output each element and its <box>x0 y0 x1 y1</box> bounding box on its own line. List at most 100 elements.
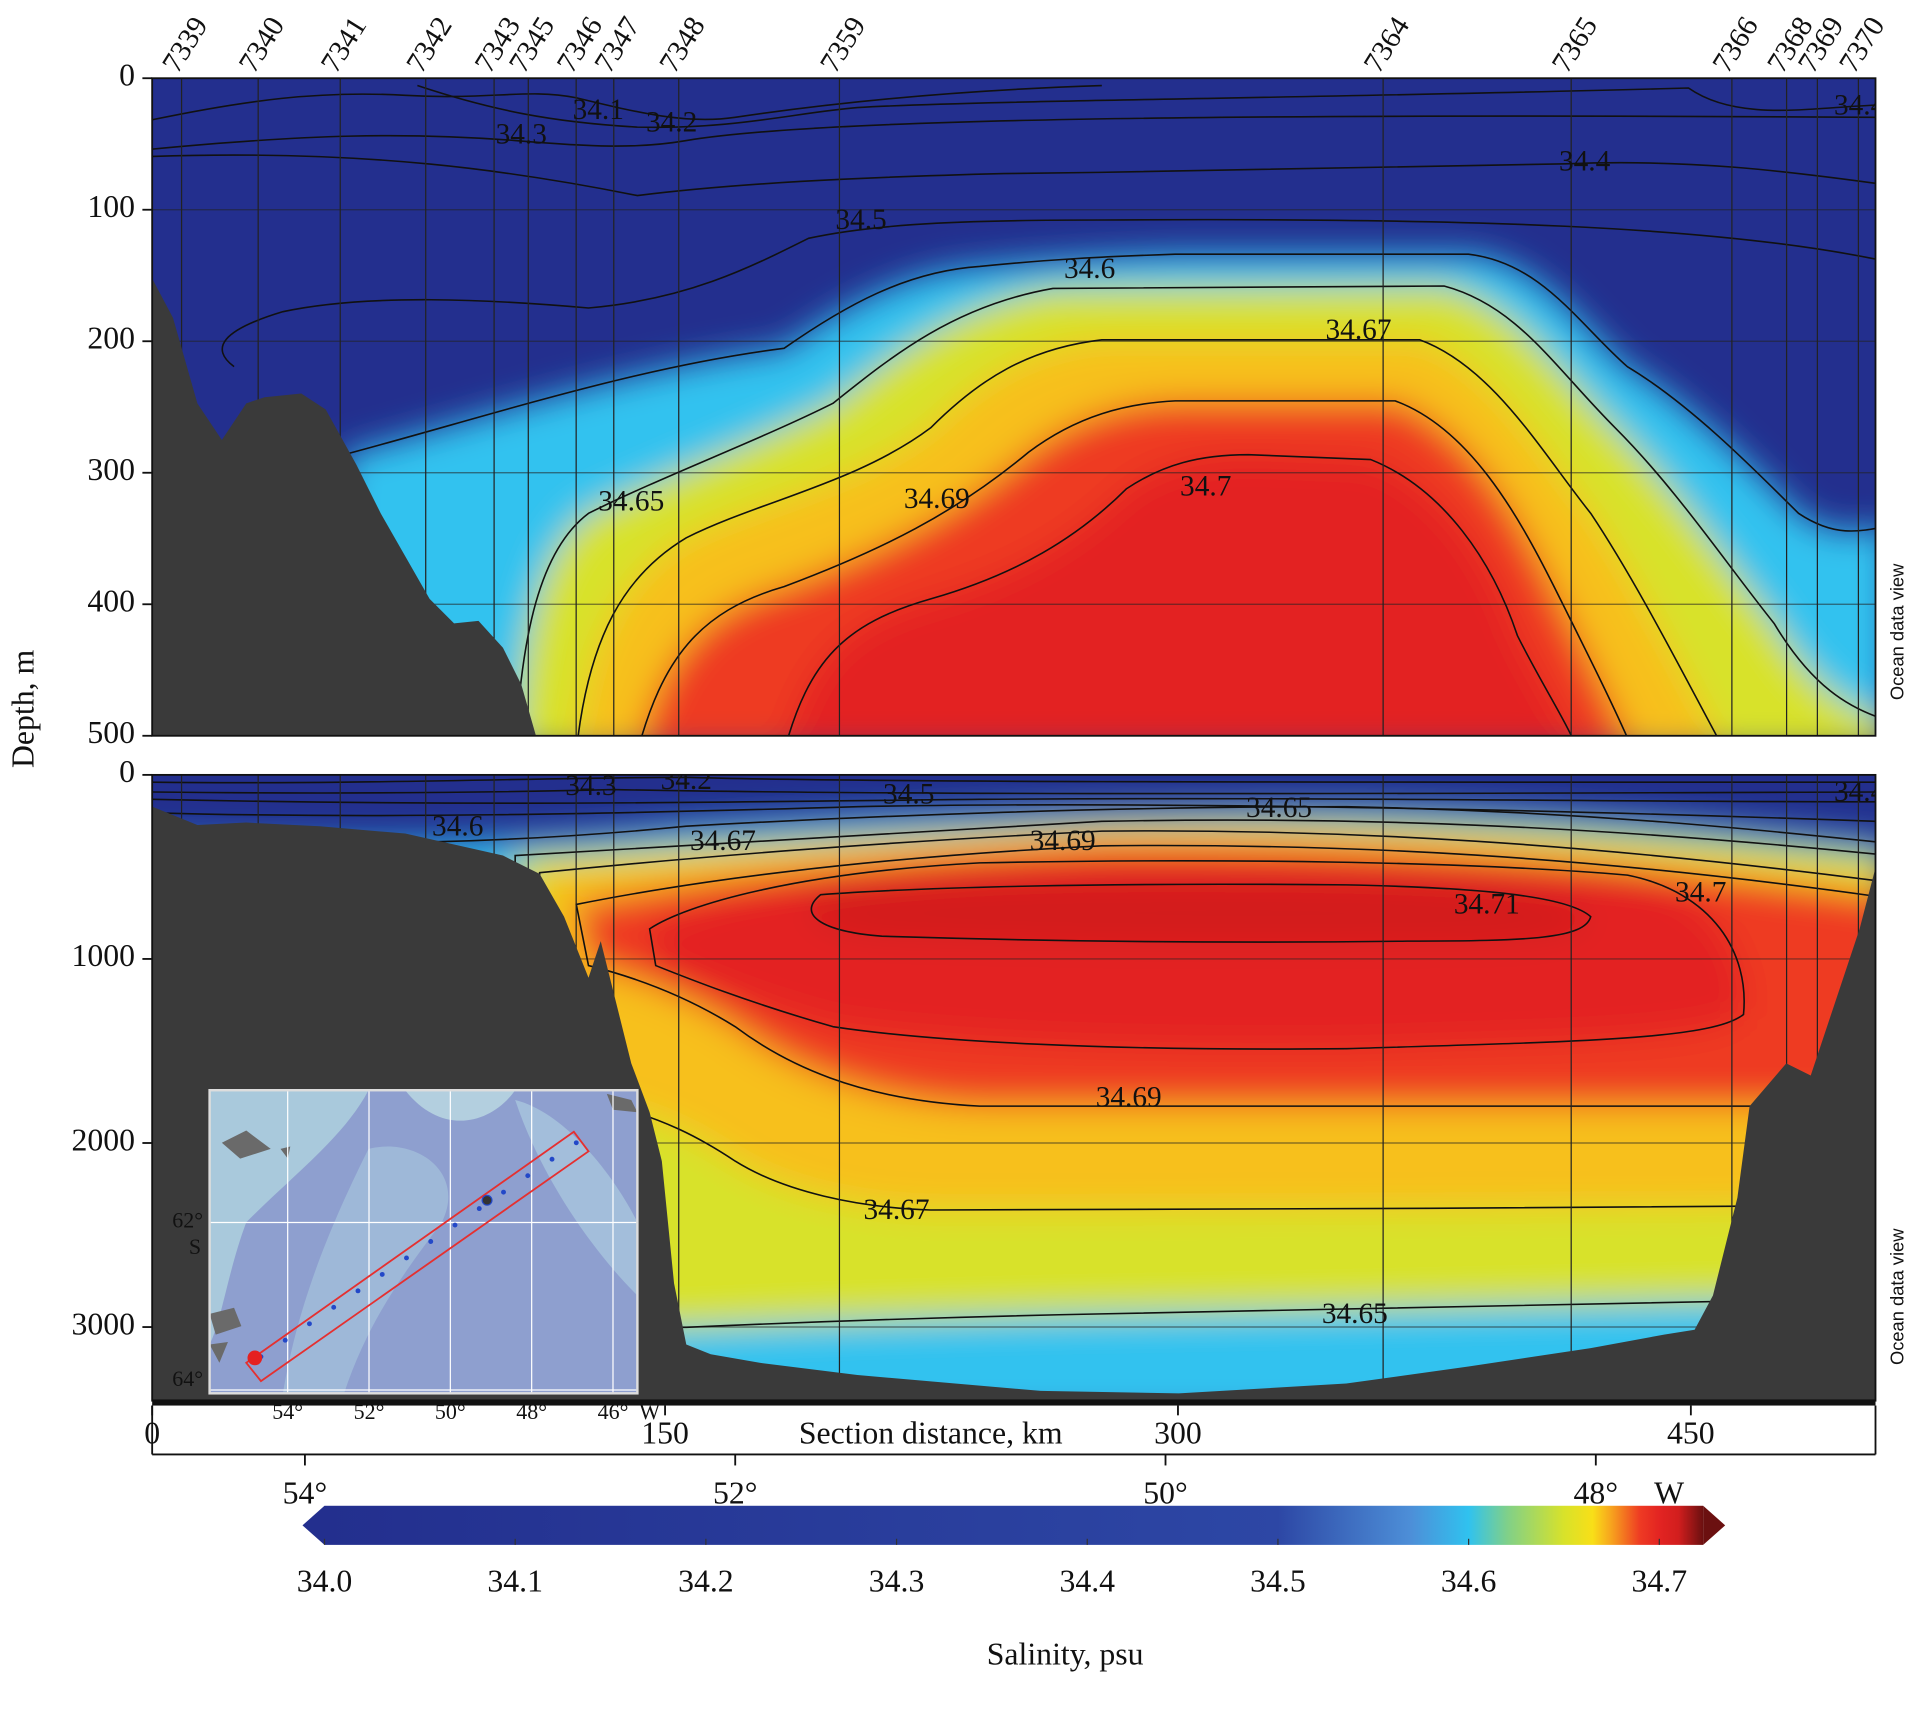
y-tick-label: 100 <box>87 189 135 224</box>
x2-tick-label: 50° <box>1143 1475 1187 1510</box>
contour-label: 34.3 <box>565 770 616 802</box>
contour-label: 34.71 <box>1454 889 1520 921</box>
colorbar-tick-label: 34.2 <box>678 1563 734 1598</box>
watermark: Ocean data view <box>1887 1228 1908 1365</box>
salinity-field <box>332 254 1876 736</box>
y-tick-label: 300 <box>87 452 135 487</box>
salinity-field <box>152 806 1876 1401</box>
salinity-region <box>788 454 1572 736</box>
contour-label: 34.4 <box>1834 89 1886 121</box>
map-station <box>501 1189 506 1195</box>
x2-axis-title: W <box>1654 1475 1684 1510</box>
map-station <box>549 1156 555 1162</box>
map-land <box>209 1342 228 1363</box>
map-station <box>355 1288 361 1294</box>
map-land <box>209 1307 242 1335</box>
colorbar-tick-label: 34.5 <box>1250 1563 1306 1598</box>
contour-label: 34.5 <box>835 204 886 236</box>
contour-label: 34.4 <box>1559 146 1611 178</box>
contour-label: 34.65 <box>598 485 664 517</box>
map-x-tick-label: 50° <box>435 1399 466 1424</box>
y-tick-label: 500 <box>87 715 135 750</box>
y-axis-title: Depth, m <box>6 649 41 768</box>
x2-tick-label: 52° <box>713 1475 757 1510</box>
x-tick-label: 150 <box>641 1415 689 1450</box>
map-station <box>282 1337 288 1343</box>
map-station <box>404 1255 409 1261</box>
map-shading <box>515 1100 638 1296</box>
colorbar-tick-label: 34.3 <box>869 1563 925 1598</box>
contour-line <box>152 115 1876 150</box>
station-label: 7366 <box>1707 11 1765 78</box>
map-station <box>476 1206 482 1212</box>
x-tick-label: 450 <box>1667 1415 1715 1450</box>
map-station <box>331 1304 337 1310</box>
contour-label: 34.69 <box>1096 1082 1162 1114</box>
y-tick-label: 1000 <box>72 938 136 973</box>
axis-bar <box>152 1399 1876 1406</box>
inset-frame <box>208 1089 639 1395</box>
station-label: 7339 <box>156 11 214 78</box>
contour-label: 34.6 <box>1064 253 1115 285</box>
y-tick-label: 0 <box>119 754 135 789</box>
contour-line <box>648 860 1745 1050</box>
contour-label: 34.5 <box>883 779 934 811</box>
contour-label: 34.65 <box>1246 792 1312 824</box>
salinity-region <box>811 884 1591 943</box>
map-x-axis-title: W <box>639 1399 660 1424</box>
contour-line <box>577 338 1718 736</box>
map-station <box>525 1173 531 1179</box>
contour-line <box>152 788 1876 795</box>
contour-label: 34.2 <box>646 106 697 138</box>
map-station <box>307 1321 312 1327</box>
colorbar-title: Salinity, psu <box>987 1637 1144 1672</box>
map-y-tick-label: 62° <box>172 1208 203 1233</box>
map-station <box>379 1271 385 1277</box>
colorbar <box>324 1505 1704 1545</box>
y-tick-label: 200 <box>87 321 135 356</box>
watermark: Ocean data view <box>1887 563 1908 700</box>
colorbar-tick-label: 34.6 <box>1441 1563 1497 1598</box>
contour-line <box>417 84 1876 129</box>
contour-label: 34.4 <box>1834 776 1886 808</box>
station-label: 7370 <box>1833 11 1891 78</box>
x2-tick-label: 54° <box>283 1475 327 1510</box>
station-label: 7340 <box>233 11 291 78</box>
map-station <box>428 1239 434 1244</box>
contour-line <box>152 805 1876 844</box>
colorbar-tick-label: 34.1 <box>487 1563 543 1598</box>
contour-label: 34.7 <box>1675 876 1726 908</box>
contour-label: 34.3 <box>496 119 547 151</box>
contour-label: 34.67 <box>864 1194 930 1226</box>
section-box <box>244 1130 590 1383</box>
section-panel: 34.1 34.2 34.3 34.4 34.5 34.6 34.67 34.65 34.69 3… <box>152 78 1886 736</box>
contour-line <box>152 84 1102 121</box>
colorbar-tick-label: 34.4 <box>1059 1563 1115 1598</box>
map-point <box>481 1194 493 1206</box>
map-x-tick-label: 54° <box>272 1399 303 1424</box>
map-station <box>573 1140 579 1146</box>
station-label: 7348 <box>653 11 711 78</box>
contour-line <box>152 154 1876 197</box>
y-tick-label: 3000 <box>72 1306 136 1341</box>
map-y-tick-label: 64° <box>172 1366 203 1391</box>
map-x-tick-label: 48° <box>516 1399 547 1424</box>
contour-label: 34.67 <box>690 825 756 857</box>
contour-line <box>514 819 1876 1329</box>
colorbar-tick-label: 34.7 <box>1632 1563 1688 1598</box>
contour-line <box>641 400 1628 736</box>
contour-line <box>152 776 1876 784</box>
bathymetry <box>152 278 536 736</box>
colorbar-arrow <box>1703 1505 1726 1545</box>
map-point <box>247 1350 263 1366</box>
colorbar-arrow <box>302 1505 325 1545</box>
y-tick-label: 0 <box>119 58 135 93</box>
map-land <box>606 1093 638 1113</box>
station-label: 7359 <box>814 11 872 78</box>
map-shading <box>405 1090 516 1121</box>
station-label: 7364 <box>1358 11 1416 78</box>
station-label: 7365 <box>1546 11 1604 78</box>
contour-label: 34.7 <box>1180 471 1231 503</box>
map-shading <box>282 1146 449 1394</box>
